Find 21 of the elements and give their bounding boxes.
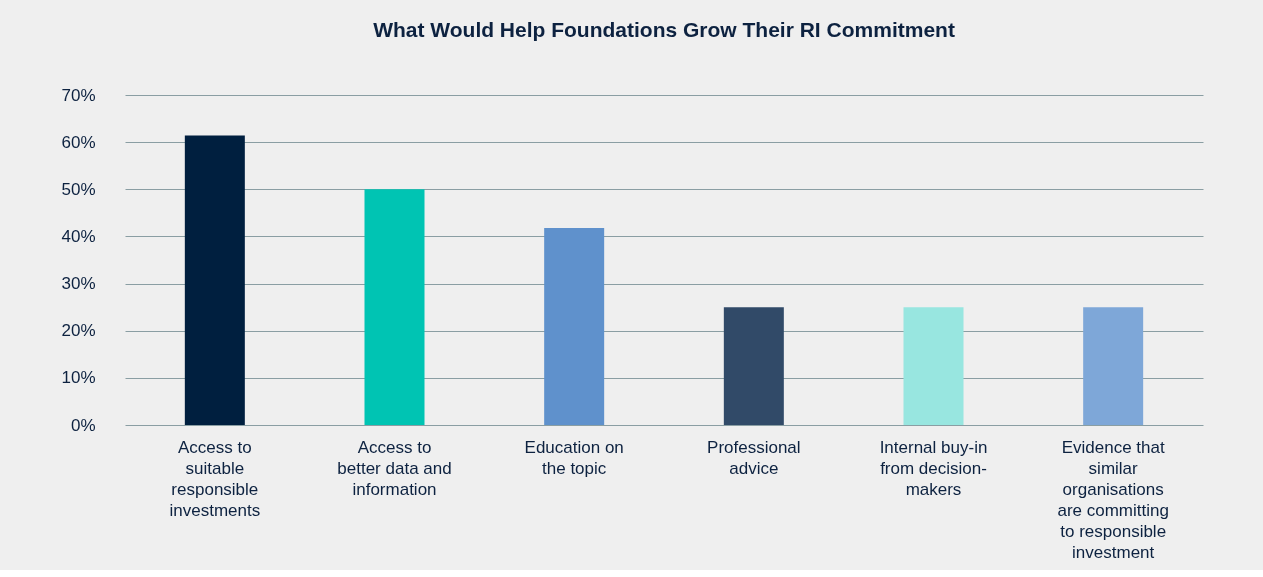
bar bbox=[184, 135, 245, 425]
bar bbox=[1083, 307, 1144, 425]
y-tick-label: 20% bbox=[61, 321, 96, 341]
x-tick-label: Access to better data and information bbox=[337, 437, 452, 499]
x-tick-label: Evidence that similar organisations are committing to responsible investment bbox=[1057, 437, 1169, 562]
bar bbox=[364, 189, 425, 425]
chart-title: What Would Help Foundations Grow Their RI Commitment bbox=[373, 18, 955, 41]
bar bbox=[723, 307, 784, 425]
x-tick-label: Education on the topic bbox=[524, 437, 624, 478]
x-tick-label: Internal buy-in from decision-makers bbox=[879, 437, 988, 499]
y-tick-label: 30% bbox=[61, 274, 96, 294]
x-tick-label: Access to suitable responsible investments bbox=[169, 437, 261, 520]
y-tick-label: 40% bbox=[61, 226, 96, 246]
y-tick-label: 60% bbox=[61, 132, 96, 152]
y-tick-label: 0% bbox=[70, 415, 96, 435]
y-tick-label: 70% bbox=[61, 85, 96, 105]
bar bbox=[903, 307, 964, 425]
y-tick-label: 50% bbox=[61, 179, 96, 199]
bar bbox=[544, 227, 605, 425]
x-tick-label: Professional advice bbox=[707, 437, 801, 478]
y-tick-label: 10% bbox=[61, 368, 96, 388]
